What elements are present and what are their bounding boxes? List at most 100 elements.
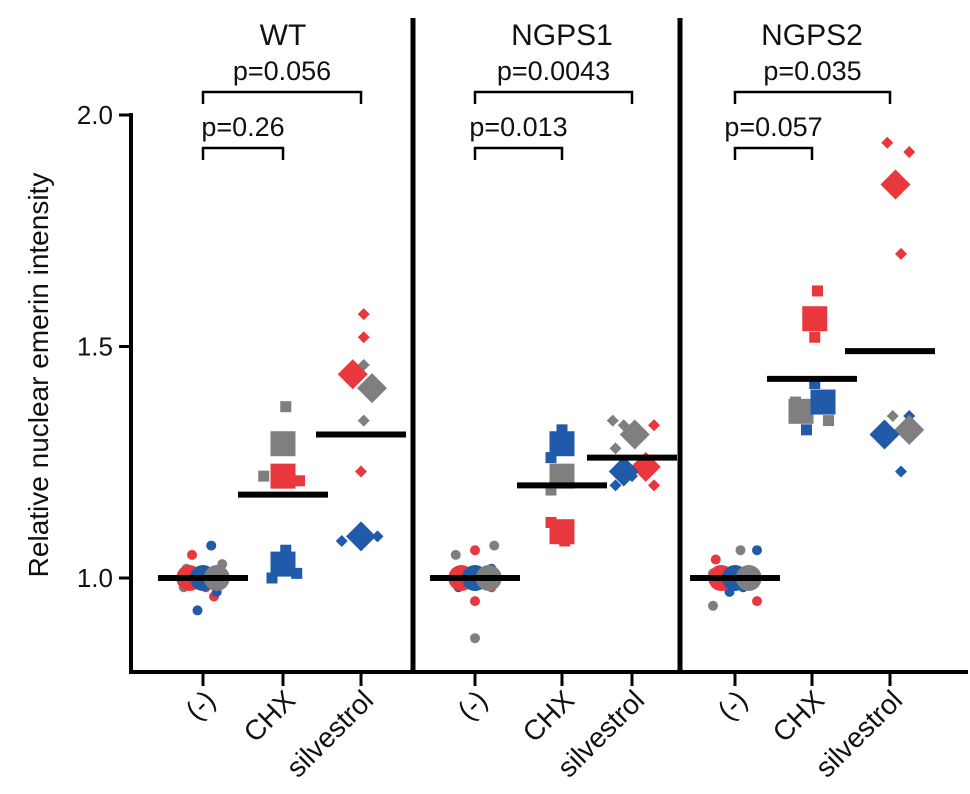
data-point (280, 401, 292, 413)
group- (158, 540, 248, 616)
replicate-mean-point (337, 359, 368, 390)
data-point (470, 545, 480, 556)
data-point (266, 572, 278, 584)
significance-bracket (201, 90, 363, 104)
data-point (335, 534, 348, 547)
x-tick-label: silvestrol (280, 684, 379, 783)
data-point (187, 549, 197, 560)
p-value-label: p=0.013 (469, 112, 567, 142)
data-point (648, 479, 660, 492)
replicate-mean-point (270, 551, 296, 577)
group-silvestrol (845, 136, 935, 478)
data-point (648, 419, 660, 432)
data-point (606, 414, 619, 427)
x-tick-label: (-) (452, 684, 494, 726)
group-CHX (238, 401, 328, 584)
significance-bracket (733, 90, 892, 104)
replicate-mean-point (270, 463, 296, 489)
data-point (371, 530, 384, 543)
y-tick-label: 1.5 (77, 332, 113, 362)
significance-bracket (473, 90, 634, 104)
x-tick-label: (-) (180, 684, 222, 726)
x-tick-label: silvestrol (809, 684, 908, 783)
group-silvestrol (316, 308, 406, 552)
significance-bracket (473, 146, 564, 160)
replicate-mean-point (810, 389, 836, 415)
significance-bracket (201, 146, 285, 160)
data-point (258, 470, 270, 482)
data-point (903, 146, 916, 159)
p-value-label: p=0.26 (201, 112, 284, 142)
x-tick-label: CHX (767, 684, 831, 748)
replicate-mean-point (346, 521, 376, 552)
p-value-label: p=0.0043 (497, 56, 610, 86)
data-point (752, 545, 762, 556)
p-value-label: p=0.056 (233, 56, 331, 86)
data-point (609, 479, 622, 492)
x-tick-label: (-) (712, 684, 754, 726)
data-point (470, 633, 480, 644)
data-point (489, 540, 500, 551)
y-axis-label: Relative nuclear emerin intensity (23, 173, 54, 578)
replicate-mean-point (608, 456, 639, 487)
data-point (823, 415, 834, 427)
data-point (357, 414, 370, 427)
replicate-mean-point (270, 431, 296, 457)
data-point (192, 605, 203, 616)
data-point (895, 465, 907, 478)
data-point (886, 409, 899, 422)
data-point (470, 596, 480, 607)
panel-title: NGPS2 (761, 19, 863, 52)
p-value-label: p=0.035 (763, 56, 861, 86)
significance-bracket (733, 146, 814, 160)
data-point (294, 475, 305, 487)
data-point (710, 554, 721, 565)
data-point (357, 331, 370, 344)
data-point (545, 452, 557, 464)
group- (430, 540, 520, 644)
replicate-mean-point (802, 306, 828, 332)
y-tick-label: 1.0 (77, 563, 113, 593)
data-point (752, 596, 762, 607)
data-point (545, 484, 557, 496)
replicate-mean-point (549, 431, 575, 457)
data-point (708, 600, 718, 611)
group-CHX (767, 285, 857, 436)
data-point (556, 424, 568, 436)
panel-title: NGPS1 (511, 19, 613, 52)
replicate-mean-point (788, 398, 814, 424)
x-tick-label: CHX (517, 684, 581, 748)
group-silvestrol (587, 414, 677, 492)
data-point (206, 540, 217, 551)
data-point (809, 331, 821, 343)
data-point (735, 545, 746, 556)
data-point (812, 285, 823, 297)
data-point (291, 567, 303, 579)
replicate-mean-point (869, 419, 900, 450)
group-CHX (517, 424, 607, 547)
x-tick-label: CHX (238, 684, 302, 748)
replicate-mean-point (894, 414, 925, 445)
data-point (809, 378, 821, 390)
y-tick-label: 2.0 (77, 100, 113, 130)
data-point (801, 424, 812, 436)
data-point (609, 442, 622, 455)
axes: 1.0 1.5 2.0 (77, 18, 968, 686)
data-point (357, 308, 370, 321)
replicate-mean-point (880, 169, 911, 200)
data-point (895, 247, 907, 260)
group- (690, 545, 780, 611)
panels: WTp=0.26p=0.056(-) CHXsilvestrolNGPS1p=0.… (158, 19, 935, 783)
replicate-mean-point (549, 519, 575, 545)
panel-title: WT (260, 19, 307, 52)
data-point (450, 549, 461, 560)
replicate-mean-point (619, 419, 650, 450)
p-value-label: p=0.057 (724, 112, 822, 142)
data-point (881, 136, 894, 149)
data-point (355, 465, 367, 478)
replicate-mean-point (357, 373, 387, 404)
